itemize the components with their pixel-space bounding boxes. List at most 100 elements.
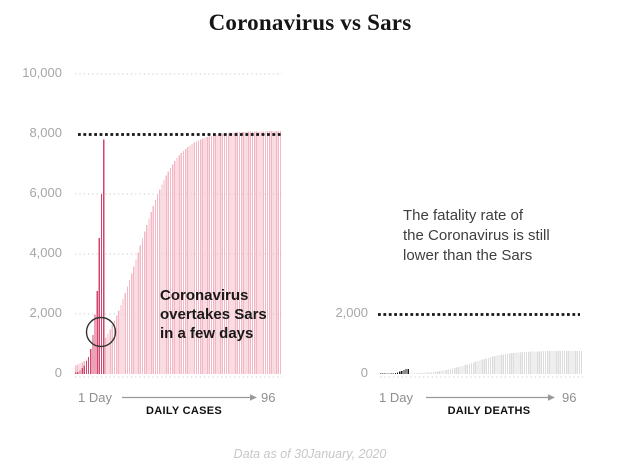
bar <box>77 364 79 374</box>
bar <box>126 286 129 374</box>
bar <box>409 373 411 374</box>
bar <box>521 352 523 374</box>
bar <box>407 368 409 374</box>
bar <box>502 354 504 374</box>
bar <box>75 372 77 374</box>
bar <box>384 373 386 374</box>
bar <box>236 132 239 374</box>
bar <box>566 350 568 374</box>
bar <box>496 355 498 374</box>
bar <box>131 273 133 374</box>
bar <box>519 352 521 374</box>
bar <box>572 350 574 374</box>
bar <box>553 350 555 374</box>
bar <box>422 372 424 374</box>
bar <box>234 132 236 374</box>
bar <box>133 266 135 374</box>
bar <box>498 355 500 374</box>
bar <box>79 370 81 374</box>
bar <box>251 131 254 374</box>
bar <box>489 357 492 374</box>
bar <box>260 131 262 374</box>
bar <box>128 279 131 374</box>
bar <box>525 351 528 374</box>
bar <box>513 352 515 374</box>
bar <box>100 194 103 374</box>
bar <box>420 372 422 374</box>
bar <box>380 373 382 374</box>
bar <box>176 158 178 374</box>
bar <box>415 373 418 374</box>
bar <box>109 329 111 374</box>
bar <box>275 131 277 374</box>
bar <box>213 135 215 374</box>
bar <box>447 369 449 374</box>
bar <box>568 350 570 374</box>
bar <box>413 373 416 374</box>
bar <box>555 350 557 374</box>
bar <box>460 366 462 374</box>
bar <box>217 134 219 374</box>
bar <box>401 370 403 374</box>
bar <box>225 133 228 374</box>
bar <box>122 298 124 374</box>
bar <box>511 353 513 374</box>
bar <box>386 373 388 374</box>
bar <box>394 372 397 374</box>
bar <box>430 372 433 374</box>
daily-deaths-axis-title: DAILY DEATHS <box>447 405 531 417</box>
y-tick-label: 8,000 <box>29 125 62 140</box>
bar <box>517 352 519 374</box>
bar <box>243 131 245 374</box>
bar <box>92 335 94 374</box>
bar <box>454 368 456 374</box>
fatality-rate-note: The fatality rate of the Coronavirus is … <box>403 207 550 264</box>
bar <box>470 363 473 374</box>
bar <box>441 370 443 374</box>
bar <box>144 231 146 374</box>
bar <box>247 131 249 374</box>
bar <box>574 350 576 374</box>
bar <box>115 315 118 374</box>
bar <box>124 292 126 374</box>
bar <box>477 361 479 374</box>
bar <box>506 353 509 374</box>
bar <box>228 132 230 374</box>
overtake-circle-annotation <box>85 316 117 348</box>
bar <box>487 357 490 374</box>
data-as-of-footer: Data as of 30January, 2020 <box>233 447 387 461</box>
bar <box>163 179 165 374</box>
bar <box>540 351 542 374</box>
bar <box>492 356 494 374</box>
bar <box>388 373 390 374</box>
bar <box>426 372 428 374</box>
bar <box>504 354 507 374</box>
y-tick-label: 10,000 <box>22 65 62 80</box>
bar <box>189 145 191 374</box>
bar <box>96 291 98 374</box>
bar <box>167 171 170 374</box>
bar <box>547 351 549 374</box>
bar <box>77 372 79 374</box>
bar <box>152 206 154 374</box>
bar <box>85 360 88 374</box>
bar <box>241 131 243 374</box>
bar <box>156 194 159 374</box>
bar <box>159 189 161 374</box>
bar <box>528 351 530 374</box>
bar <box>172 164 174 374</box>
bar <box>195 141 198 374</box>
bar <box>483 359 485 374</box>
bar <box>238 132 241 374</box>
bar <box>161 184 163 374</box>
bar <box>210 135 213 374</box>
overtake-annotation: Coronavirus overtakes Sars in a few days <box>160 287 267 342</box>
bar <box>536 351 538 374</box>
bar <box>83 365 85 374</box>
bar <box>479 360 481 374</box>
bar <box>103 139 105 374</box>
bar <box>90 348 92 374</box>
bar <box>428 372 430 374</box>
bar <box>137 252 139 374</box>
bar <box>98 237 101 374</box>
